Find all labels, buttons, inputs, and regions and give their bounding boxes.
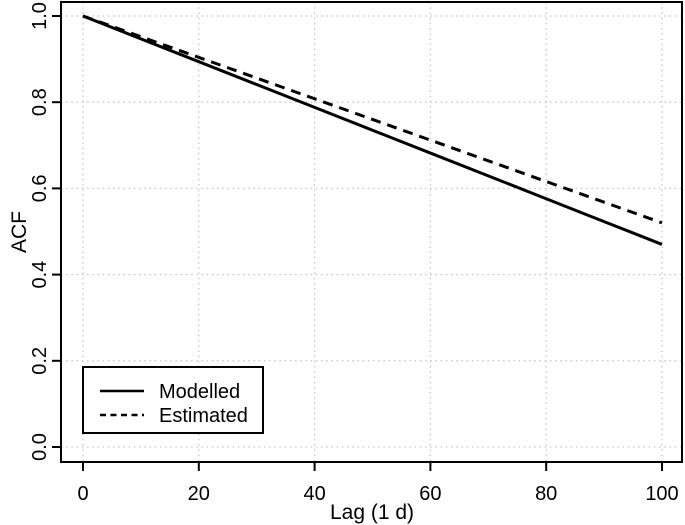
series-line-modelled xyxy=(82,14,663,246)
legend-box xyxy=(82,366,264,434)
plot-border xyxy=(60,1,683,463)
legend-label-modelled: Modelled xyxy=(159,381,240,403)
x-tick-label: 60 xyxy=(419,483,441,505)
y-tick-label: 0.2 xyxy=(29,347,51,375)
x-tick-label: 0 xyxy=(77,483,88,505)
y-tick-labels: 0.0 0.2 0.4 0.6 0.8 1.0 xyxy=(29,2,51,461)
gridlines xyxy=(61,2,682,462)
y-axis-label: ACF xyxy=(8,211,31,253)
x-axis-label: Lag (1 d) xyxy=(330,501,414,524)
y-tick-label: 0.0 xyxy=(29,433,51,461)
x-tick-label: 40 xyxy=(303,483,325,505)
legend: Modelled Estimated xyxy=(82,366,264,434)
legend-label-estimated: Estimated xyxy=(159,405,248,427)
axis-ticks xyxy=(52,15,663,471)
y-tick-label: 0.8 xyxy=(29,88,51,116)
x-tick-label: 100 xyxy=(645,483,678,505)
y-tick-label: 0.4 xyxy=(29,261,51,289)
y-tick-label: 1.0 xyxy=(29,2,51,30)
x-tick-label: 80 xyxy=(535,483,557,505)
series-line-estimated xyxy=(82,14,663,225)
data-series xyxy=(82,14,663,246)
x-tick-label: 20 xyxy=(188,483,210,505)
y-tick-label: 0.6 xyxy=(29,174,51,202)
x-tick-labels: 0 20 40 60 80 100 xyxy=(77,483,678,505)
